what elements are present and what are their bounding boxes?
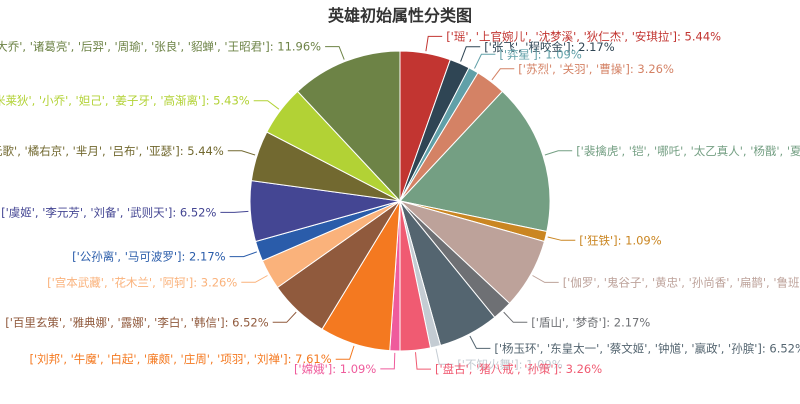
- slice-label-15: ['公孙离', '马可波罗']: 2.17%: [72, 250, 226, 264]
- leader-line-8: [469, 335, 491, 349]
- slice-label-10: ['盘古', '猪八戒', '孙策']: 3.26%: [435, 362, 602, 376]
- chart-title: 英雄初始属性分类图: [327, 6, 472, 25]
- leader-line-2: [474, 53, 496, 69]
- leader-line-12: [335, 345, 355, 360]
- leader-line-17: [227, 150, 256, 156]
- leader-line-10: [415, 352, 431, 370]
- slice-label-18: ['米莱狄', '小乔', '妲己', '姜子牙', '高渐离']: 5.43%: [0, 94, 250, 108]
- leader-line-6: [532, 275, 559, 283]
- pie-slice-4[interactable]: [399, 90, 551, 233]
- leader-line-19: [325, 46, 345, 60]
- slice-label-9: ['不知火舞']: 1.09%: [457, 357, 562, 371]
- leader-line-3: [491, 68, 515, 81]
- leader-line-1: [460, 46, 481, 62]
- slice-label-11: ['嫦娥']: 1.09%: [294, 362, 376, 376]
- slice-labels-group: ['瑶', '上官婉儿', '沈梦溪', '狄仁杰', '安琪拉']: 5.44…: [0, 29, 800, 376]
- slice-label-4: ['裴擒虎', '铠', '哪吒', '太乙真人', '杨戬', '夏侯惇', …: [576, 144, 800, 158]
- pie-slice-19[interactable]: [296, 50, 401, 203]
- slice-label-14: ['宫本武藏', '花木兰', '阿轲']: 3.26%: [47, 275, 237, 289]
- leader-line-16: [220, 210, 249, 213]
- leader-line-13: [272, 311, 297, 323]
- slices-group: [249, 50, 551, 352]
- leader-line-7: [503, 311, 528, 323]
- slice-label-16: ['虞姬', '李元芳', '刘备', '武则天']: 6.52%: [1, 205, 216, 219]
- slice-label-2: ['弈星']: 1.09%: [499, 47, 581, 61]
- leader-line-15: [229, 251, 257, 258]
- leader-line-0: [425, 35, 443, 52]
- slice-label-19: ['大乔', '诸葛亮', '后羿', '周瑜', '张良', '貂蝉', '王…: [0, 40, 321, 54]
- slice-label-7: ['盾山', '梦奇']: 2.17%: [531, 315, 650, 329]
- slice-label-5: ['狂铁']: 1.09%: [579, 233, 661, 247]
- slice-label-3: ['苏烈', '关羽', '曹操']: 3.26%: [518, 62, 674, 76]
- slice-label-17: ['元歌', '橘右京', '芈月', '吕布', '亚瑟']: 5.44%: [0, 144, 224, 158]
- leader-line-11: [380, 352, 396, 370]
- slice-label-6: ['伽罗', '鬼谷子', '黄忠', '孙尚香', '扁鹊', '鲁班七号',…: [563, 275, 800, 289]
- leader-lines-group: [220, 35, 576, 370]
- leader-line-4: [544, 150, 573, 156]
- slice-label-12: ['刘邦', '牛魔', '白起', '廉颇', '庄周', '项羽', '刘禅…: [30, 352, 332, 366]
- slice-label-0: ['瑶', '上官婉儿', '沈梦溪', '狄仁杰', '安琪拉']: 5.44…: [446, 29, 721, 43]
- leader-line-18: [253, 100, 280, 110]
- slice-label-8: ['杨玉环', '东皇太一', '蔡文姬', '钟馗', '嬴政', '孙膑']…: [494, 341, 800, 355]
- leader-line-5: [547, 236, 576, 241]
- slice-label-1: ['张飞', '程咬金']: 2.17%: [484, 40, 615, 54]
- leader-line-9: [435, 348, 454, 365]
- slice-label-13: ['百里玄策', '雅典娜', '露娜', '李白', '韩信']: 6.52%: [5, 315, 268, 329]
- leader-line-14: [241, 275, 268, 283]
